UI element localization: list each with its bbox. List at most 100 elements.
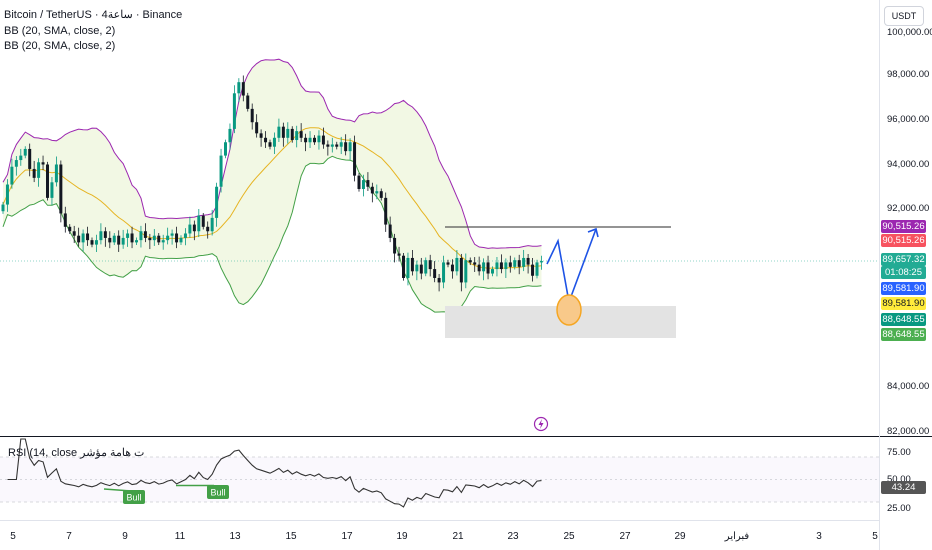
candle [54, 164, 58, 183]
candle [477, 264, 481, 272]
candle [517, 260, 521, 267]
candle [361, 180, 365, 189]
candle [384, 197, 388, 225]
rsi-tick: 75.00 [887, 447, 911, 458]
price-axis[interactable]: 100,000.00 98,000.00 96,000.00 94,000.00… [887, 27, 932, 514]
candle [388, 224, 392, 238]
candle [344, 142, 348, 152]
candle [455, 257, 459, 272]
candle [179, 237, 183, 243]
candle [406, 257, 410, 278]
candle [281, 126, 285, 138]
candle [121, 237, 125, 245]
candle [450, 264, 454, 272]
time-tick: 9 [122, 531, 128, 542]
rsi-tick: 50.00 [887, 474, 911, 485]
price-tick: 98,000.00 [887, 69, 929, 80]
candle [99, 231, 103, 241]
candle [468, 260, 472, 263]
candle [197, 215, 201, 232]
candle [491, 269, 494, 274]
candle [201, 215, 205, 227]
target-circle[interactable] [556, 294, 582, 326]
candle [59, 164, 63, 214]
candle [339, 142, 343, 147]
candle [215, 186, 219, 218]
candle [313, 137, 316, 143]
candle [495, 262, 499, 270]
indicator-legend-bb-1[interactable]: BB (20, SMA, close, 2) [4, 25, 116, 37]
candle [522, 257, 526, 267]
candle [1, 204, 5, 212]
candle [379, 191, 383, 198]
lightning-icon[interactable] [533, 416, 549, 432]
candle [499, 262, 503, 270]
candle [259, 133, 263, 138]
bull-tag: Bull [126, 493, 141, 503]
rsi-pane[interactable]: Bull Bull [0, 438, 879, 508]
candle [366, 180, 370, 187]
price-label-resistance: 90,515.26 [881, 234, 926, 247]
candle [442, 262, 446, 283]
bb-fill [3, 59, 542, 313]
candle [206, 226, 210, 232]
candle [50, 182, 54, 198]
candle [446, 262, 450, 265]
time-axis[interactable]: 5 7 9 11 13 15 17 19 21 23 25 27 29 فبراير 3 5 [10, 531, 878, 542]
candle [459, 257, 463, 283]
rsi-legend[interactable]: RSI (14, close ت هامة مؤشر [8, 447, 145, 459]
candle [482, 262, 486, 272]
bb-upper-line [2, 58, 542, 249]
candle [37, 162, 41, 178]
rsi-tick: 25.00 [887, 503, 911, 514]
time-tick: 23 [507, 531, 519, 542]
candle [437, 277, 441, 283]
time-tick: 15 [285, 531, 297, 542]
currency-button[interactable]: USDT [884, 6, 924, 26]
price-label-bb-basis: 89,581.90 [881, 297, 926, 310]
time-tick: 21 [452, 531, 464, 542]
candle [428, 260, 432, 270]
candle [130, 233, 134, 243]
candle [299, 131, 303, 138]
indicator-legend-bb-2[interactable]: BB (20, SMA, close, 2) [4, 40, 116, 52]
candle [183, 233, 187, 238]
candle [152, 235, 156, 241]
candle [241, 82, 245, 96]
candle [41, 162, 45, 165]
candle [112, 235, 116, 243]
candle [246, 95, 250, 109]
time-tick: 27 [619, 531, 631, 542]
candle [424, 260, 428, 274]
candle [68, 226, 72, 232]
price-tick: 82,000.00 [887, 426, 929, 437]
bb-basis-line [2, 127, 542, 269]
candle [10, 166, 14, 185]
candle [28, 148, 32, 169]
candle [264, 137, 268, 143]
candle [126, 233, 130, 238]
candle [357, 175, 361, 189]
candle [370, 186, 374, 194]
time-tick: 5 [10, 531, 16, 542]
candle [81, 233, 85, 243]
symbol-title[interactable]: Bitcoin / TetherUS · 4ساعة · Binance [4, 9, 183, 21]
candle [393, 237, 397, 254]
candle [433, 269, 437, 278]
candle [157, 235, 161, 243]
candle [188, 224, 192, 234]
candle [139, 231, 143, 241]
projection-path[interactable] [546, 228, 597, 306]
candle [508, 262, 512, 267]
price-label-last: 89,657.32 [881, 253, 926, 266]
candle [72, 231, 76, 236]
candle [250, 108, 254, 123]
candle [295, 131, 299, 141]
projection-arrowhead [587, 227, 599, 238]
candle [5, 184, 9, 205]
candle [402, 255, 405, 278]
candle [330, 144, 334, 147]
time-tick: 5 [872, 531, 878, 542]
